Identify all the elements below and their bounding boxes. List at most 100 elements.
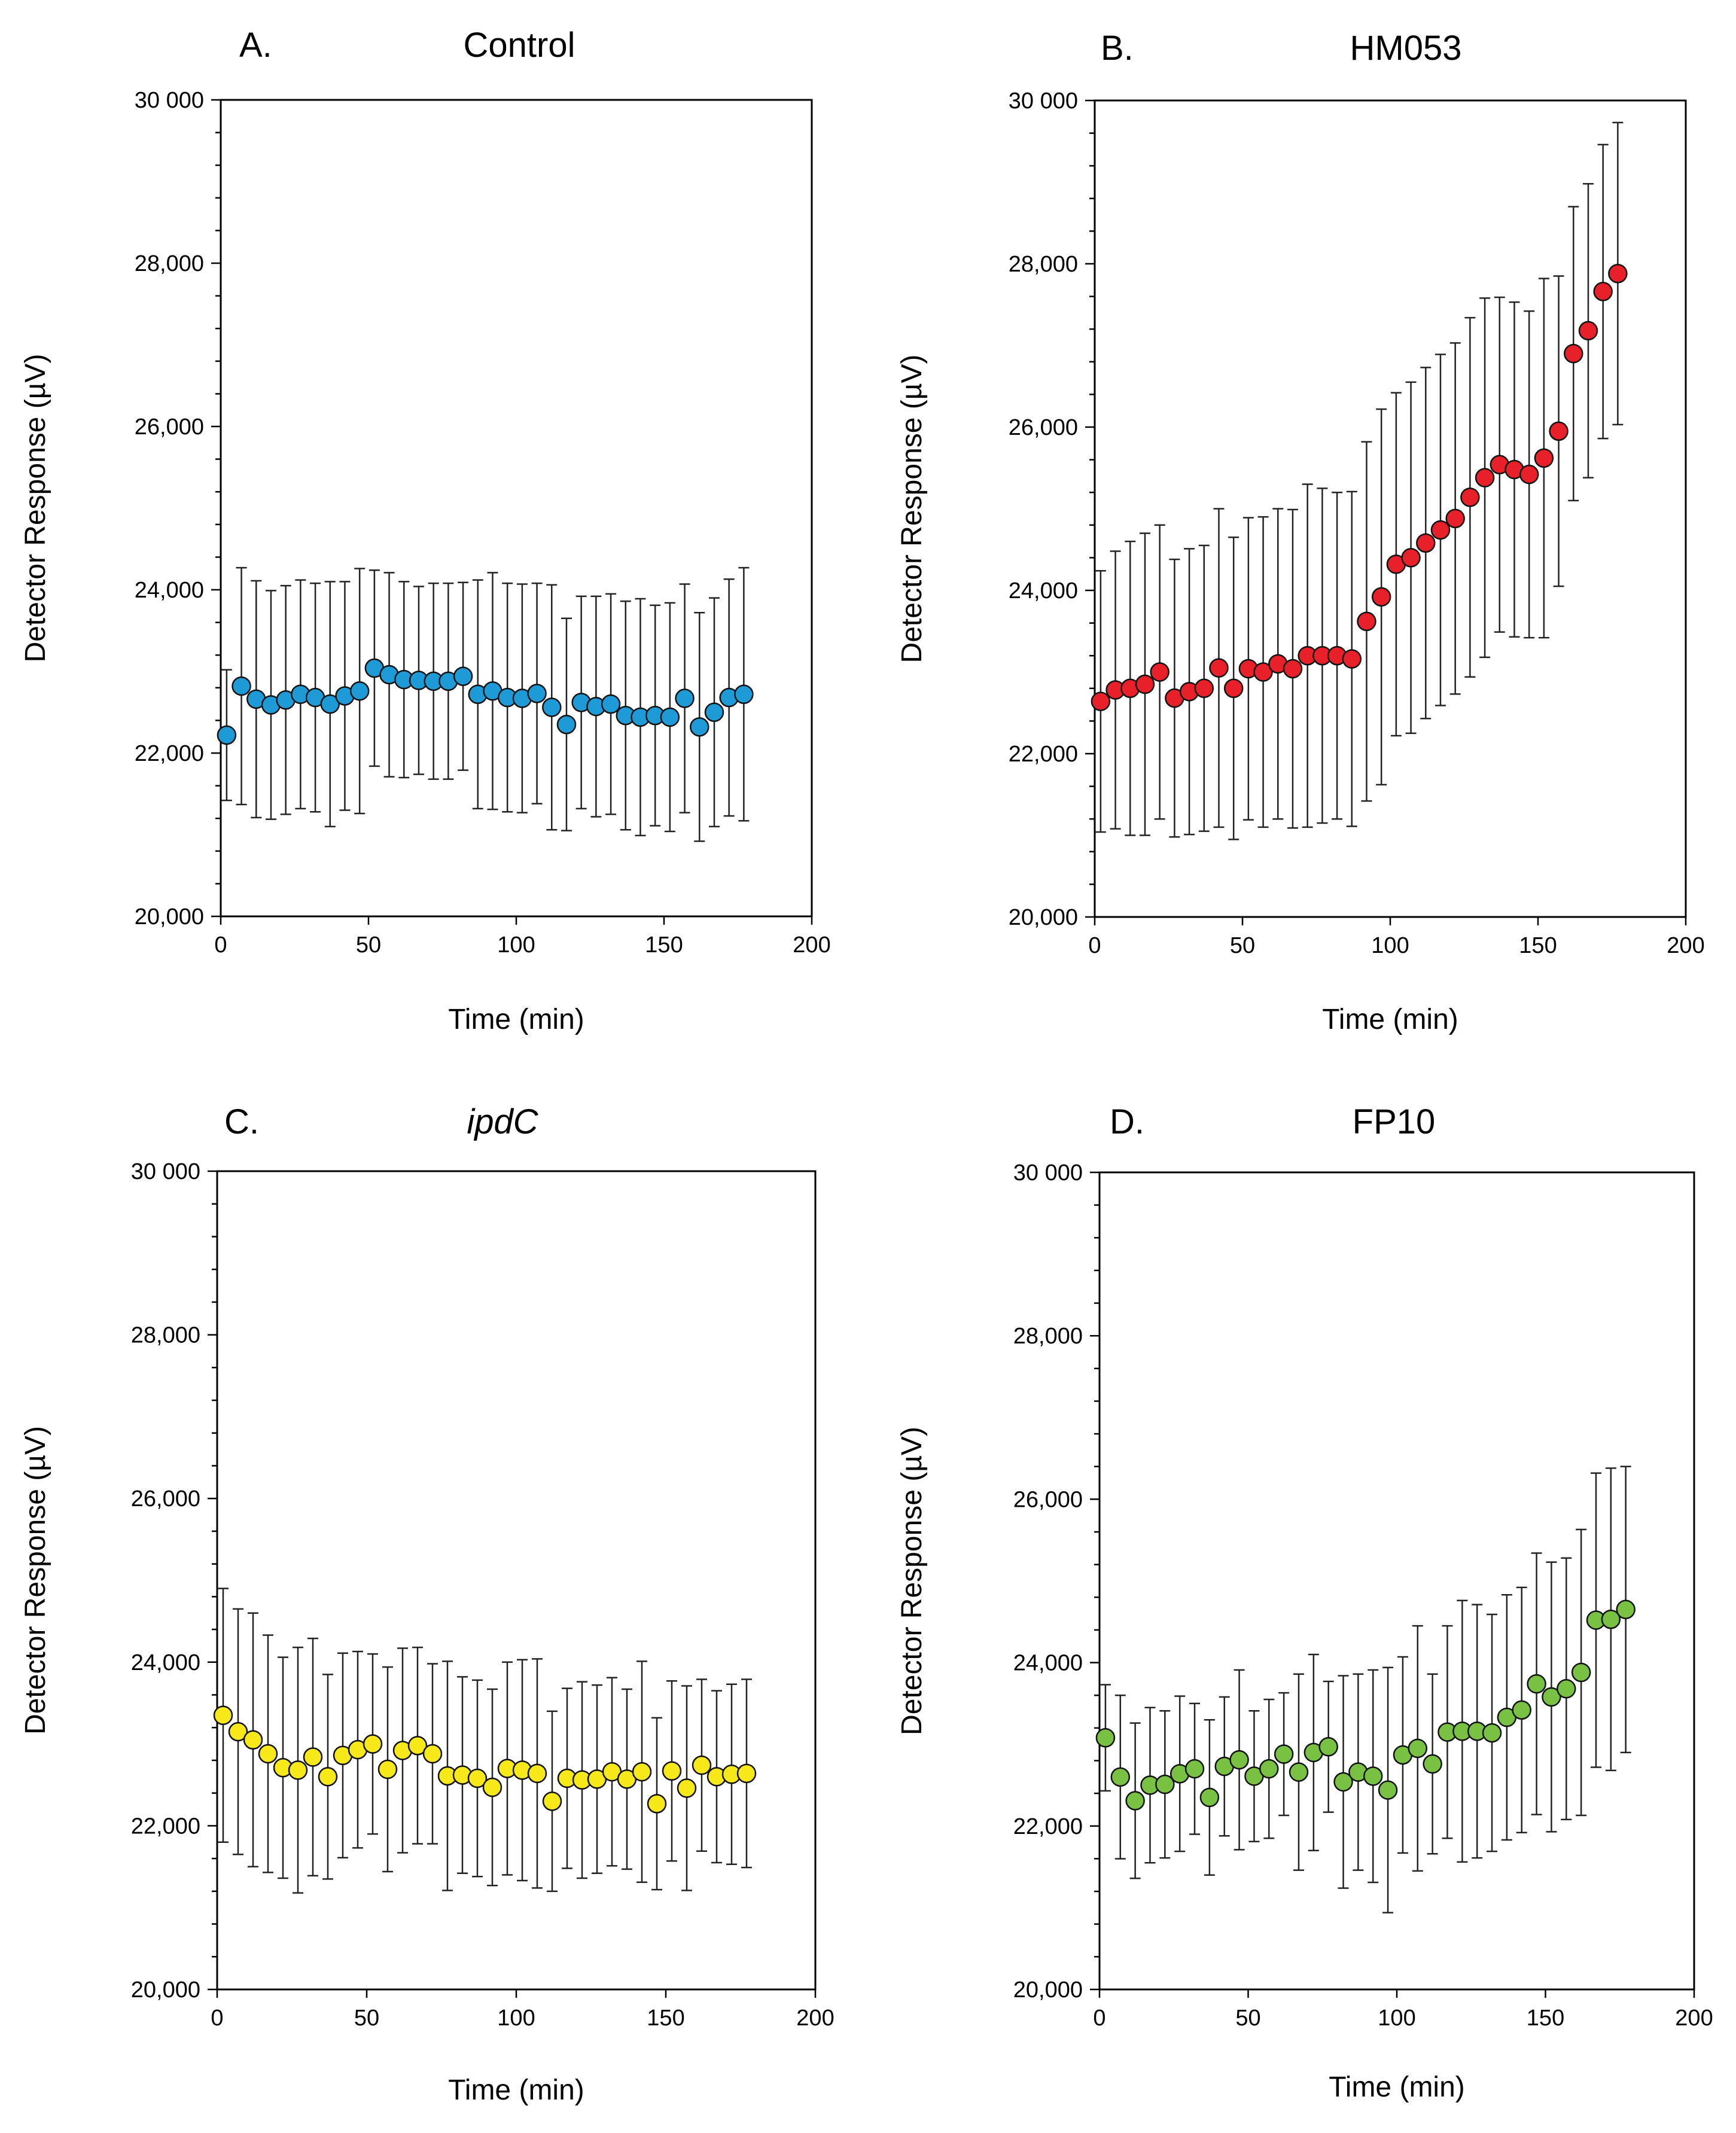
- y-tick-label: 20,000: [135, 904, 204, 930]
- data-point: [303, 1747, 323, 1767]
- x-tick-label: 50: [1235, 2006, 1260, 2031]
- y-axis-title: Detector Response (µV): [896, 1427, 928, 1735]
- data-point: [1199, 1787, 1220, 1808]
- x-tick-label: 150: [1527, 2006, 1564, 2031]
- data-point: [1095, 1728, 1116, 1748]
- plot-frame: [1094, 99, 1687, 918]
- y-tick-label: 26,000: [131, 1486, 200, 1512]
- y-axis-title: Detector Response (µV): [20, 354, 51, 663]
- x-axis-title: Time (min): [448, 2074, 584, 2106]
- data-point: [1223, 678, 1244, 699]
- data-point: [243, 1730, 263, 1750]
- data-point: [704, 702, 724, 722]
- plot-frame: [216, 1170, 817, 1991]
- y-tick-label: 28,000: [135, 251, 204, 276]
- y-tick-label: 26,000: [1009, 415, 1078, 440]
- x-tick-label: 0: [1093, 2006, 1105, 2031]
- data-point: [632, 1762, 652, 1782]
- data-point: [1416, 533, 1436, 553]
- panel-letter: B.: [1101, 29, 1134, 68]
- data-point: [1253, 662, 1273, 682]
- data-point: [217, 725, 237, 745]
- y-tick-label: 22,000: [131, 1814, 200, 1839]
- data-point: [1342, 649, 1362, 669]
- data-point: [320, 694, 340, 714]
- data-point: [1184, 1759, 1205, 1779]
- data-point: [1289, 1762, 1309, 1782]
- x-tick-label: 200: [1667, 933, 1704, 958]
- data-point: [1445, 508, 1465, 529]
- data-point: [1333, 1772, 1353, 1792]
- y-tick-label: 30 000: [131, 1159, 200, 1184]
- data-point: [1557, 1679, 1576, 1699]
- x-tick-label: 200: [796, 2006, 834, 2031]
- data-point: [1283, 659, 1303, 679]
- data-point: [482, 1777, 502, 1797]
- y-tick-label: 26,000: [1013, 1487, 1083, 1512]
- data-point: [1475, 468, 1495, 487]
- x-tick-label: 100: [1378, 2006, 1415, 2031]
- chart-panel-hm053: 20,000 22,000 24,000 26,000 28,000 30 000 0 50 1…: [896, 29, 1705, 1035]
- data-point: [228, 1721, 248, 1742]
- data-point: [1091, 691, 1111, 711]
- data-point: [467, 1768, 488, 1788]
- x-tick-label: 0: [211, 2006, 223, 2031]
- data-point: [662, 1761, 682, 1781]
- y-tick-label: 30 000: [135, 88, 204, 113]
- plot-frame: [220, 99, 813, 918]
- y-tick-label: 24,000: [131, 1650, 200, 1675]
- panel-letter: C.: [224, 1102, 259, 1141]
- data-point: [675, 688, 695, 708]
- panel-title: Control: [464, 26, 575, 65]
- y-tick-label: 22,000: [1009, 742, 1078, 767]
- data-point: [734, 684, 754, 704]
- data-point: [1209, 658, 1229, 678]
- data-point: [1527, 1674, 1546, 1694]
- y-tick-label: 24,000: [1013, 1651, 1083, 1676]
- data-point: [407, 1736, 428, 1756]
- y-tick-label: 28,000: [1009, 252, 1078, 277]
- data-point: [527, 684, 547, 703]
- y-tick-label: 22,000: [1013, 1814, 1083, 1839]
- data-point: [1401, 548, 1421, 568]
- data-point: [1578, 321, 1598, 341]
- data-point: [1593, 282, 1613, 301]
- data-point: [1150, 662, 1169, 682]
- data-point: [1229, 1750, 1249, 1770]
- data-point: [1482, 1723, 1502, 1743]
- x-tick-label: 50: [354, 2006, 379, 2031]
- data-point: [213, 1705, 233, 1725]
- panel-title: HM053: [1350, 29, 1462, 68]
- x-tick-label: 200: [793, 933, 830, 958]
- data-point: [1430, 520, 1451, 540]
- y-tick-label: 30 000: [1009, 89, 1078, 114]
- data-point: [288, 1760, 308, 1780]
- data-point: [1135, 674, 1155, 694]
- y-tick-label: 28,000: [1013, 1324, 1083, 1349]
- panel-title: FP10: [1353, 1102, 1436, 1141]
- data-point: [1110, 1767, 1131, 1787]
- panel-title: ipdC: [467, 1102, 538, 1141]
- data-point: [1542, 1687, 1561, 1707]
- x-tick-label: 100: [497, 933, 535, 958]
- x-tick-label: 100: [497, 2006, 535, 2031]
- data-point: [1363, 1766, 1383, 1786]
- y-tick-label: 20,000: [1009, 905, 1078, 930]
- chart-panel-fp10: 20,000 22,000 24,000 26,000 28,000 30 000 0 50 1…: [896, 1102, 1713, 2103]
- data-point: [1601, 1609, 1621, 1629]
- x-axis-title: Time (min): [1322, 1004, 1458, 1035]
- chart-panel-control: 20,000 22,000 24,000 26,000 28,000 30 000 0 50 1…: [20, 26, 831, 1035]
- data-point: [660, 707, 680, 727]
- x-tick-label: 200: [1675, 2006, 1713, 2031]
- y-tick-label: 28,000: [131, 1323, 200, 1348]
- data-point: [422, 1744, 443, 1764]
- data-point: [542, 697, 562, 717]
- plot-frame: [1098, 1171, 1695, 1991]
- y-tick-label: 24,000: [135, 578, 204, 603]
- data-point: [1378, 1780, 1398, 1800]
- data-point: [736, 1763, 757, 1784]
- y-tick-label: 20,000: [131, 1977, 200, 2003]
- x-tick-label: 50: [1230, 933, 1255, 958]
- data-point: [556, 714, 577, 735]
- y-tick-label: 24,000: [1009, 578, 1078, 604]
